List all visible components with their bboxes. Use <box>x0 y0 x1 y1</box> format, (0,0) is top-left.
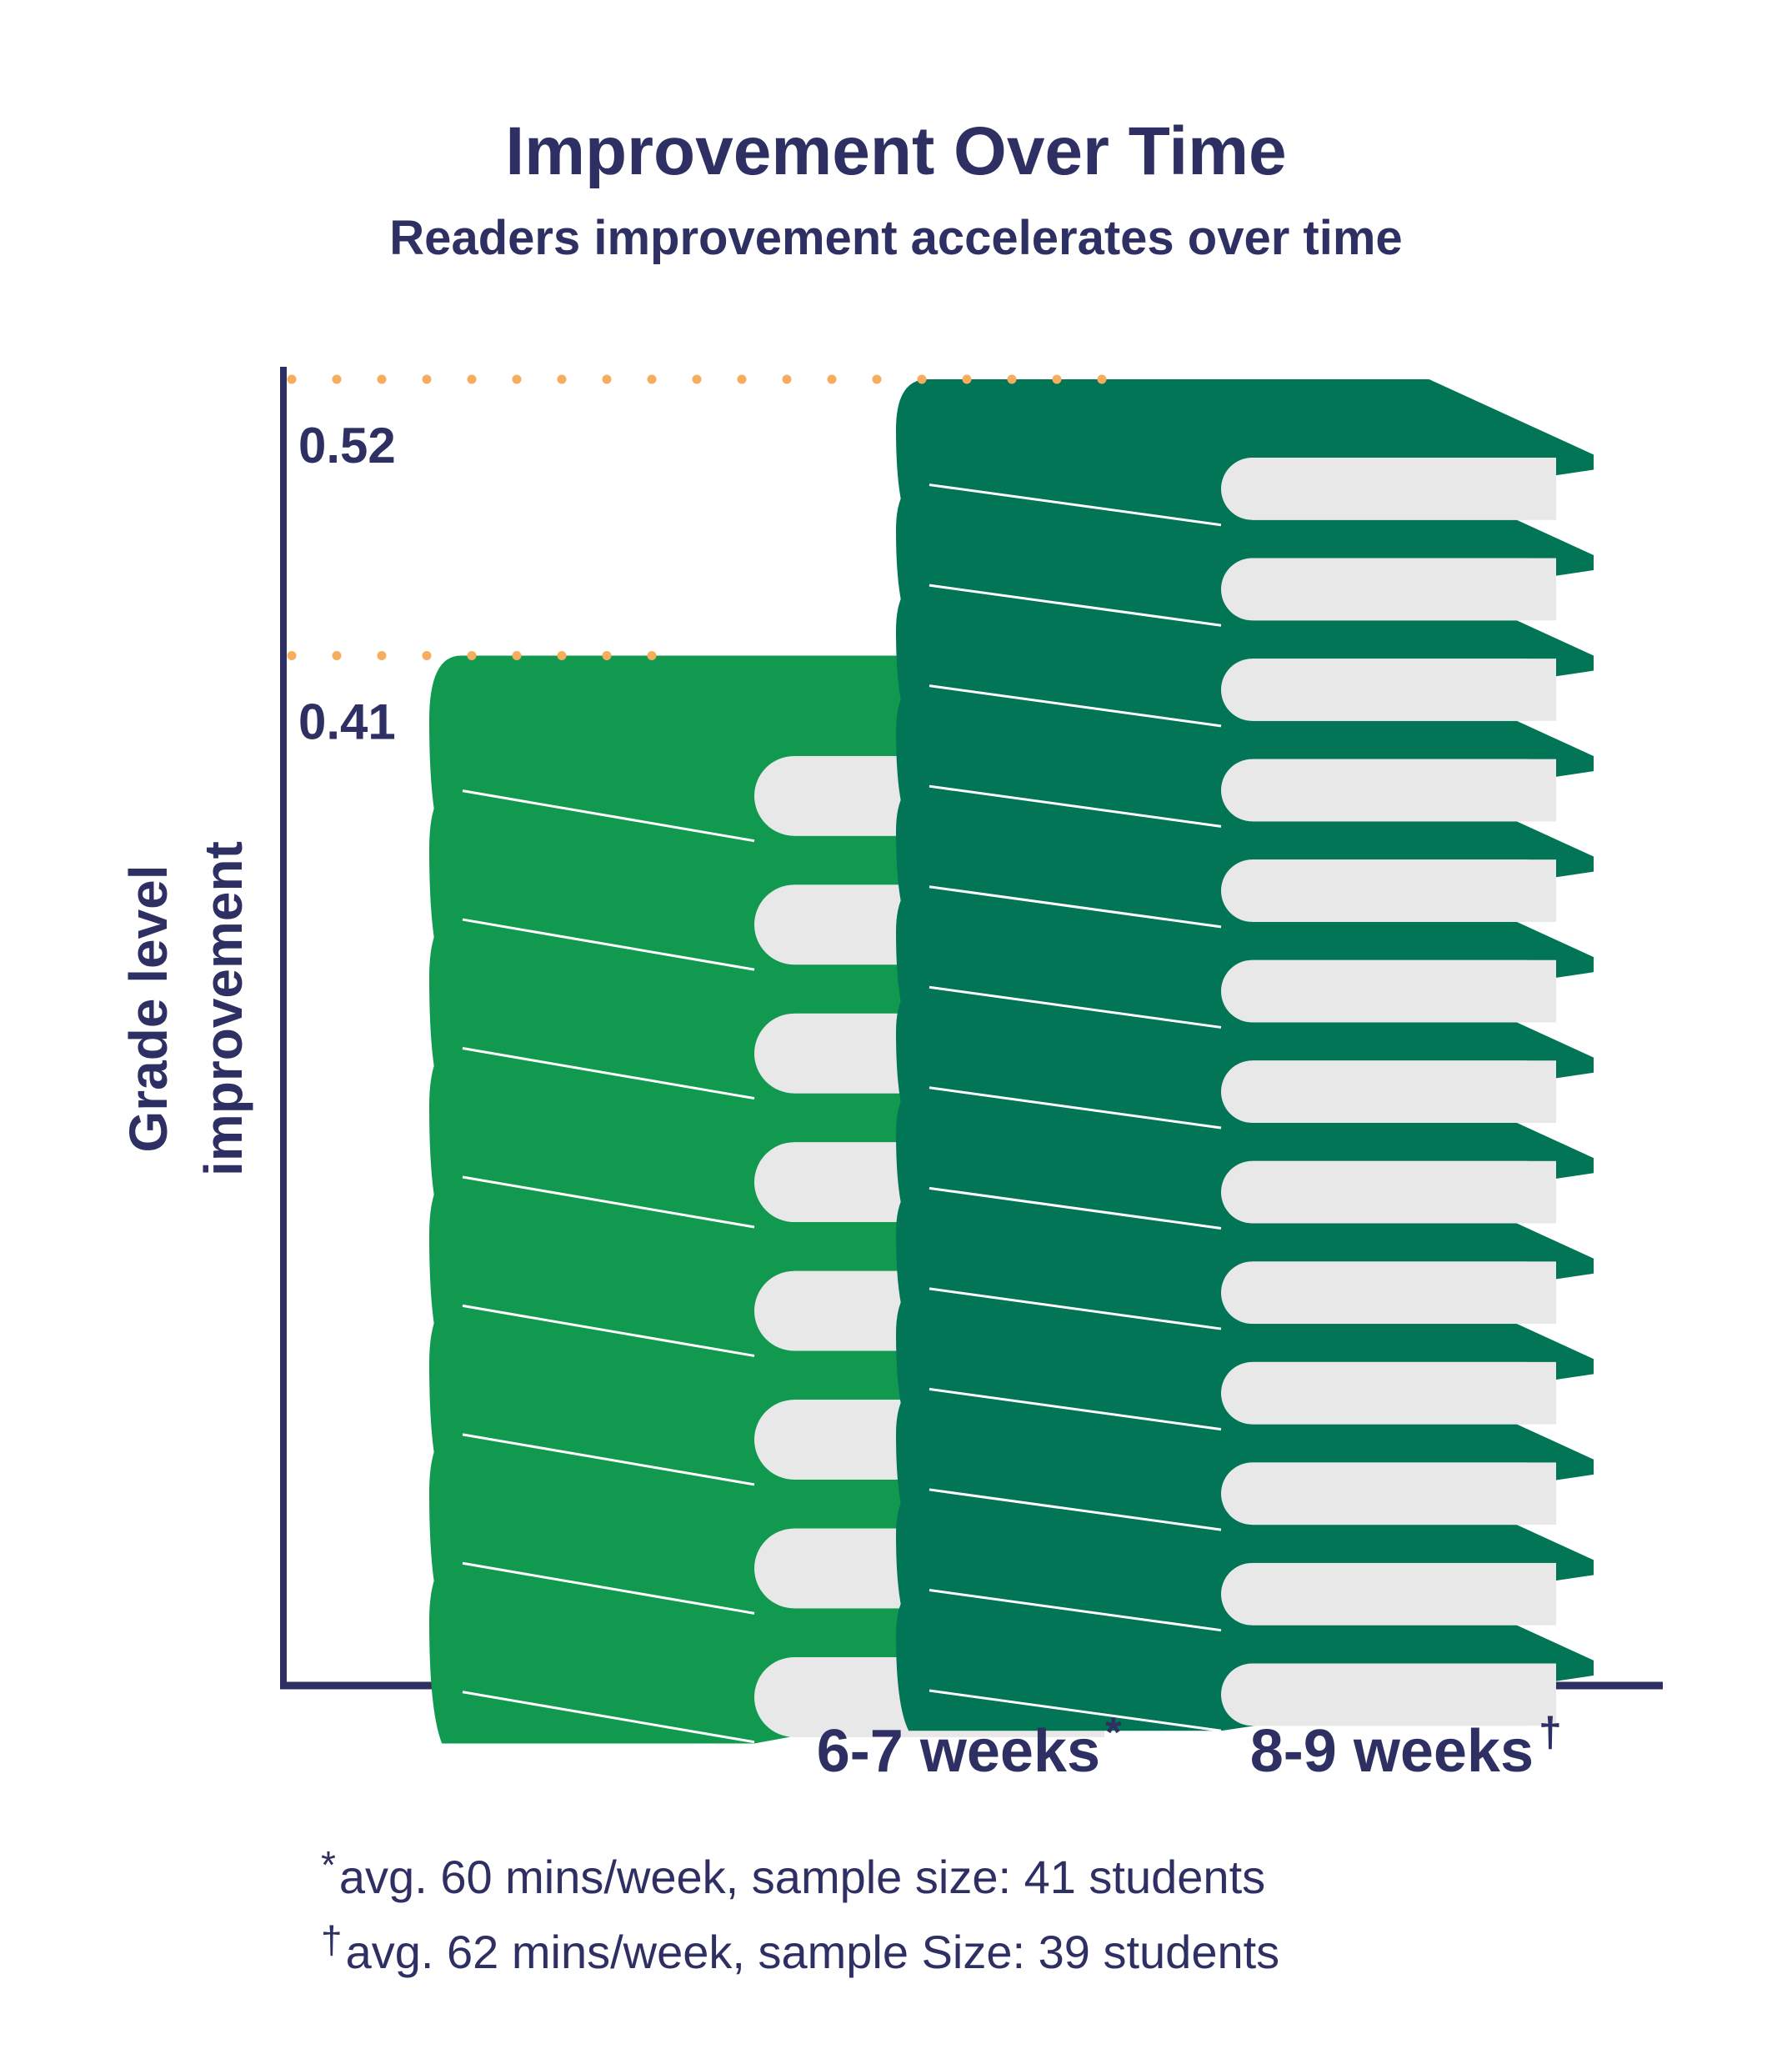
book-pages-fill <box>1252 859 1556 922</box>
book-pages-fill <box>1252 1462 1556 1525</box>
book-edge <box>462 1047 755 1100</box>
bar-2 <box>896 379 1594 1732</box>
book-pages-fill <box>1252 659 1556 721</box>
book-edge <box>462 1304 755 1357</box>
value-label-2: 0.52 <box>298 418 396 473</box>
footnote-1-mark: * <box>321 1843 336 1886</box>
book-pages-fill <box>1252 759 1556 822</box>
book-edge <box>462 1691 755 1744</box>
book-edge <box>462 789 755 843</box>
book-pages-fill <box>1252 1562 1556 1626</box>
book-edge <box>929 584 1222 627</box>
book-edge <box>929 784 1222 828</box>
book-pages-fill <box>1252 458 1556 520</box>
footnote-1-text: avg. 60 mins/week, sample size: 41 stude… <box>338 1851 1266 1903</box>
book-edge <box>929 1387 1222 1431</box>
book-edge <box>929 684 1222 728</box>
book-edge <box>929 483 1222 527</box>
book-pages-fill <box>1252 1060 1556 1123</box>
book-edge <box>929 1488 1222 1531</box>
book-edge <box>462 1433 755 1486</box>
value-label-1: 0.41 <box>298 694 396 749</box>
book-edge <box>929 1689 1222 1732</box>
category-label-2: 8-9 weeks <box>1250 1718 1534 1785</box>
book-pages-fill <box>1252 959 1556 1023</box>
book-pages-fill <box>1252 1663 1556 1726</box>
book-pages-fill <box>1252 1160 1556 1224</box>
book-edge <box>462 1175 755 1229</box>
book-edge <box>929 1287 1222 1330</box>
footnote-2-mark: † <box>321 1918 343 1961</box>
y-axis-label: Grade level <box>118 864 178 1152</box>
category-label-1: 6-7 weeks <box>817 1718 1100 1785</box>
book-edge <box>462 1561 755 1615</box>
y-axis-label-line2: improvement <box>193 841 253 1176</box>
footnote-2-text: avg. 62 mins/week, sample Size: 39 stude… <box>345 1926 1280 1978</box>
chart-title: Improvement Over Time <box>505 113 1287 189</box>
category-mark-1: * <box>1105 1709 1122 1756</box>
book-pages-fill <box>1252 558 1556 621</box>
footnote-1: *avg. 60 mins/week, sample size: 41 stud… <box>321 1842 1265 1904</box>
book-edge <box>929 885 1222 929</box>
category-mark-2: † <box>1539 1709 1562 1756</box>
book-edge <box>929 1589 1222 1632</box>
chart-subtitle: Readers improvement accelerates over tim… <box>389 211 1403 265</box>
book-edge <box>929 985 1222 1029</box>
book-edge <box>929 1086 1222 1130</box>
footnote-2: †avg. 62 mins/week, sample Size: 39 stud… <box>321 1917 1279 1979</box>
book-edge <box>462 918 755 971</box>
book-pages-fill <box>1252 1261 1556 1325</box>
book-pages-fill <box>1252 1361 1556 1425</box>
book-2-13 <box>896 379 1594 527</box>
book-edge <box>929 1186 1222 1230</box>
